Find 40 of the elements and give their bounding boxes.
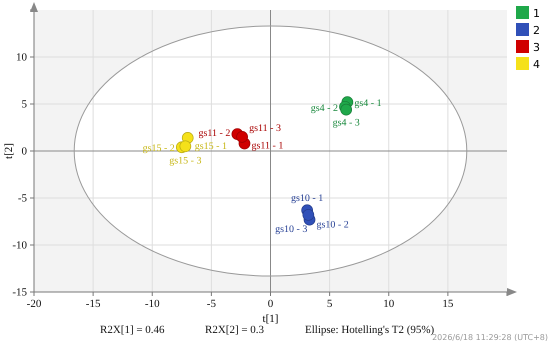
annotation: gs4 - 3 (332, 118, 360, 129)
annotation: gs11 - 1 (251, 140, 284, 152)
annotation: gs11 - 3 (249, 122, 281, 134)
x-axis-title: t[1] (262, 313, 278, 325)
annotation: gs10 - 2 (316, 220, 349, 231)
x-tick-label: 5 (326, 298, 333, 310)
text: R2X[1] = 0.46 (100, 324, 166, 336)
text: R2X[2] = 0.3 (205, 324, 265, 336)
x-tick-label: 10 (383, 298, 395, 310)
annotation: gs10 - 3 (275, 224, 308, 235)
point (340, 104, 352, 116)
annotation: gs15 - 1 (194, 140, 227, 152)
x-tick-label: -20 (26, 298, 42, 310)
point (302, 209, 314, 221)
y-tick-label: -15 (12, 286, 28, 299)
x-tick-label: -5 (206, 298, 216, 310)
y-tick-label: 0 (22, 146, 28, 158)
annotation: gs4 - 2 (310, 102, 338, 114)
x-tick-label: -10 (144, 298, 160, 310)
annotation: gs10 - 1 (291, 193, 324, 204)
text: Ellipse: Hotelling's T2 (95%) (305, 324, 435, 336)
point (180, 140, 192, 152)
annotation: gs11 - 2 (198, 128, 230, 140)
legend-label: 3 (533, 41, 540, 54)
y-tick-label: 10 (16, 52, 28, 64)
y-tick-label: -5 (18, 192, 28, 205)
x-tick-label: 0 (268, 298, 274, 310)
y-axis-title: t[2] (3, 143, 15, 159)
point (236, 131, 248, 143)
legend-label: 2 (533, 24, 540, 37)
y-tick-label: 5 (22, 98, 28, 111)
annotation: gs4 - 1 (354, 98, 382, 110)
text: 2026/6/18 11:29:28 (UTC+8) (432, 333, 548, 342)
legend-label: 4 (533, 58, 540, 71)
annotation: gs15 - 2 (142, 143, 175, 154)
annotation: gs15 - 3 (169, 155, 202, 166)
legend-label: 1 (533, 7, 540, 20)
x-tick-label: 15 (442, 298, 454, 310)
x-tick-label: -15 (86, 298, 101, 310)
y-tick-label: -10 (12, 240, 28, 252)
